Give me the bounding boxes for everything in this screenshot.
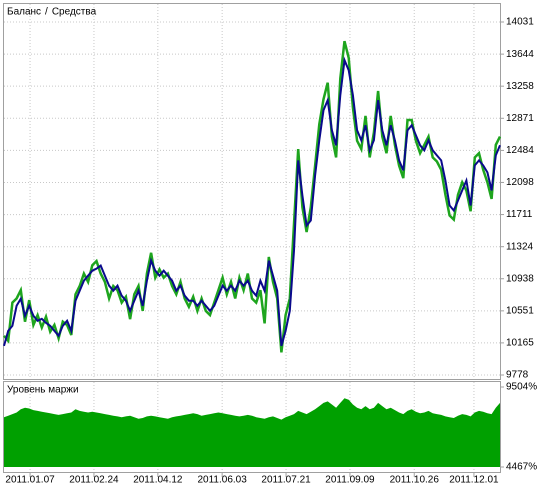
y-tick-label: 9504% (506, 382, 537, 393)
y-tick-label: 11324 (506, 241, 534, 252)
plot (3, 40, 502, 467)
legend-equity: Средства (52, 7, 97, 18)
y-tick-label: 10551 (506, 305, 534, 316)
y-tick-label: 13258 (506, 81, 534, 92)
y-tick-label: 11711 (506, 209, 533, 220)
x-tick-label: 2011.07.21 (261, 475, 311, 486)
y-tick-label: 10938 (506, 273, 534, 284)
y-tick-label: 14031 (506, 17, 534, 28)
y-tick-label: 10165 (506, 338, 534, 349)
y-tick-label: 4467% (506, 462, 537, 473)
panel-title: Уровень маржи (7, 385, 79, 396)
y-tick-label: 12484 (506, 145, 534, 156)
x-tick-label: 2011.01.07 (5, 475, 55, 486)
x-tick-label: 2011.09.09 (325, 475, 375, 486)
y-tick-label: 12098 (506, 177, 534, 188)
labels: Баланс / Средства Уровень маржи 2011.01.… (5, 7, 537, 486)
y-tick-label: 9778 (506, 370, 529, 381)
margin-area (4, 398, 500, 467)
x-tick-label: 2011.04.12 (133, 475, 183, 486)
main-panel (3, 3, 501, 380)
x-tick-label: 2011.02.24 (69, 475, 119, 486)
series-line (3, 56, 501, 347)
y-tick-label: 12871 (506, 113, 534, 124)
x-tick-label: 2011.10.26 (390, 475, 440, 486)
y-tick-label: 13644 (506, 49, 534, 60)
series-line (3, 40, 502, 353)
legend-separator: / (45, 7, 48, 18)
x-tick-label: 2011.06.03 (197, 475, 247, 486)
legend-balance: Баланс (7, 7, 41, 18)
x-tick-label: 2011.12.01 (449, 475, 499, 486)
